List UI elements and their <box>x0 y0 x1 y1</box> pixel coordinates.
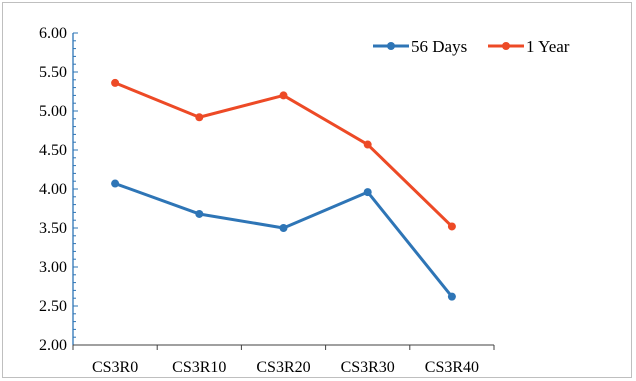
series-line <box>114 182 454 298</box>
series-56-days <box>111 179 456 301</box>
legend-label: 1 Year <box>526 37 570 56</box>
y-tick-label: 2.00 <box>39 337 67 354</box>
y-tick-label: 4.00 <box>39 181 67 198</box>
legend-entry: 1 Year <box>488 37 570 56</box>
x-tick-label: CS3R20 <box>256 359 310 376</box>
data-point <box>279 91 288 100</box>
x-tick-label: CS3R40 <box>425 359 479 376</box>
data-point <box>447 222 456 231</box>
x-tick-label: CS3R10 <box>172 359 226 376</box>
x-tick-label: CS3R0 <box>92 359 138 376</box>
data-point <box>363 188 372 197</box>
data-point <box>279 224 288 232</box>
y-tick-label: 3.50 <box>39 220 67 237</box>
legend-swatch-marker <box>387 42 395 50</box>
y-tick-label: 5.00 <box>39 103 67 120</box>
y-tick-label: 2.50 <box>39 298 67 315</box>
series-line <box>114 81 453 228</box>
legend-entry: 56 Days <box>373 37 467 56</box>
data-point <box>363 140 372 149</box>
x-axis: CS3R0 CS3R10 CS3R20 CS3R30 CS3R40 <box>72 344 495 376</box>
data-point <box>111 78 120 87</box>
data-point <box>447 292 456 301</box>
data-point <box>195 209 204 218</box>
legend: 56 Days 1 Year <box>373 37 570 56</box>
data-point <box>195 113 204 122</box>
legend-swatch-marker <box>502 42 510 50</box>
data-point <box>111 179 120 188</box>
y-tick-label: 6.00 <box>39 25 67 42</box>
series-layer <box>111 78 456 301</box>
y-tick-label: 4.50 <box>39 142 67 159</box>
series-1-year <box>111 78 456 231</box>
y-tick-label: 5.50 <box>39 64 67 81</box>
y-axis: 2.00 2.50 3.00 3.50 4.00 4.50 5.00 5.50 6.00 <box>39 25 78 354</box>
legend-label: 56 Days <box>411 37 467 56</box>
y-tick-label: 3.00 <box>39 259 67 276</box>
x-tick-label: CS3R30 <box>341 359 395 376</box>
chart-frame <box>2 2 632 378</box>
